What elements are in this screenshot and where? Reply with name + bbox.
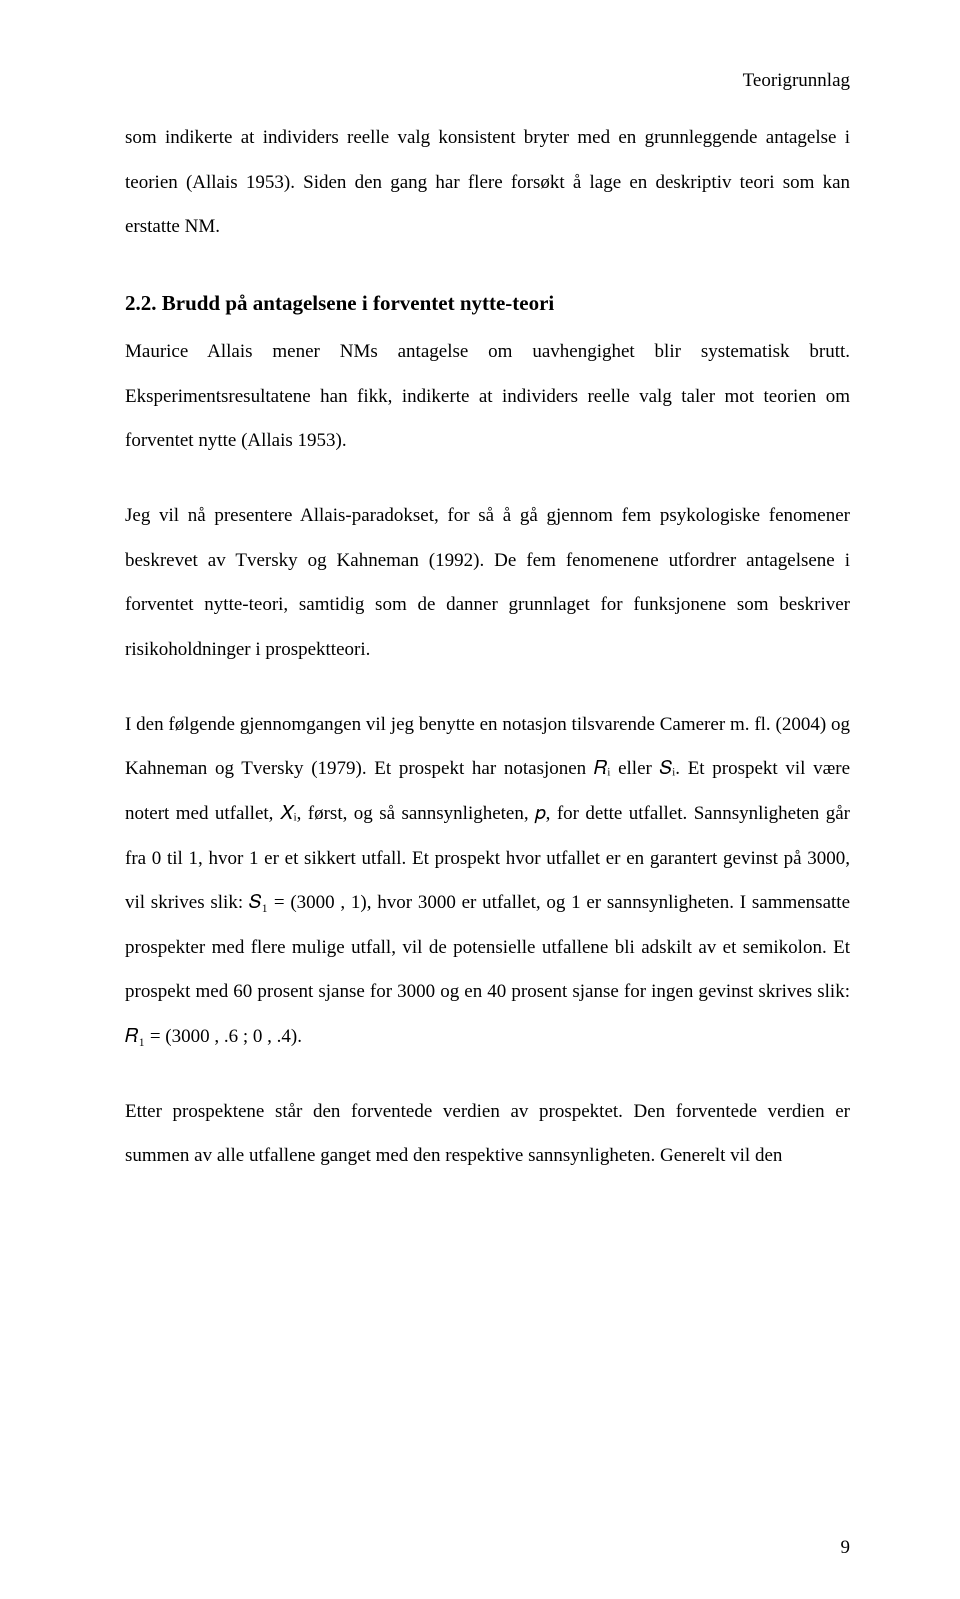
page: Teorigrunnlag som indikerte at individer…	[0, 0, 960, 1599]
running-header: Teorigrunnlag	[125, 70, 850, 92]
body-paragraph-5: Etter prospektene står den forventede ve…	[125, 1090, 850, 1179]
page-number: 9	[841, 1537, 851, 1559]
body-paragraph-4: I den følgende gjennomgangen vil jeg ben…	[125, 703, 850, 1060]
body-paragraph-2: Maurice Allais mener NMs antagelse om ua…	[125, 330, 850, 464]
body-paragraph-3: Jeg vil nå presentere Allais-paradokset,…	[125, 494, 850, 673]
body-paragraph-1: som indikerte at individers reelle valg …	[125, 116, 850, 250]
section-heading: 2.2. Brudd på antagelsene i forventet ny…	[125, 280, 850, 326]
